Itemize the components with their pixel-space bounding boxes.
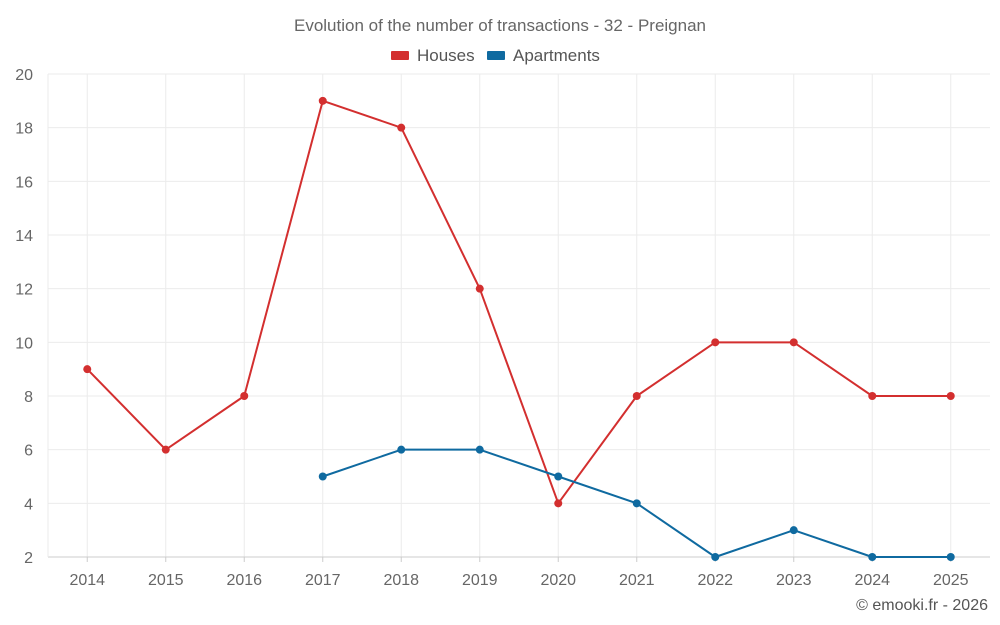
x-tick-label-2019: 2019 <box>462 572 498 589</box>
y-tick-label-16: 16 <box>15 174 33 191</box>
data-point-houses-2025[interactable] <box>946 392 955 400</box>
grid <box>48 73 990 557</box>
credit-text: © emooki.fr - 2026 <box>856 597 988 614</box>
x-tick-label-2025: 2025 <box>933 572 969 589</box>
data-point-apartments-2024[interactable] <box>868 553 877 561</box>
y-tick-label-12: 12 <box>15 282 33 299</box>
axes: 2 4 6 8 10 12 14 16 18 20 2014 2015 2016 2017 2018 2019… <box>15 67 990 589</box>
legend-item-houses[interactable]: Houses <box>391 46 475 65</box>
data-point-apartments-2020[interactable] <box>554 472 563 481</box>
series <box>83 96 955 561</box>
data-point-apartments-2018[interactable] <box>397 445 406 454</box>
data-point-apartments-2019[interactable] <box>475 445 484 454</box>
data-point-houses-2023[interactable] <box>789 338 798 347</box>
data-point-houses-2021[interactable] <box>632 392 641 400</box>
y-tick-label-10: 10 <box>15 335 33 352</box>
data-point-houses-2016[interactable] <box>240 392 249 400</box>
chart-title: Evolution of the number of transactions … <box>294 16 706 35</box>
y-tick-label-20: 20 <box>15 67 33 84</box>
x-tick-label-2014: 2014 <box>69 572 105 589</box>
data-point-houses-2020[interactable] <box>554 499 563 508</box>
data-point-houses-2024[interactable] <box>868 392 877 400</box>
x-tick-label-2021: 2021 <box>619 572 655 589</box>
legend-swatch-apartments <box>487 51 505 60</box>
x-tick-label-2022: 2022 <box>697 572 733 589</box>
x-tick-label-2020: 2020 <box>540 572 576 589</box>
data-point-apartments-2025[interactable] <box>946 553 955 561</box>
y-tick-label-14: 14 <box>15 228 33 245</box>
data-point-apartments-2023[interactable] <box>789 526 798 535</box>
data-point-houses-2019[interactable] <box>475 284 484 293</box>
legend-label-houses: Houses <box>417 46 475 65</box>
y-tick-label-4: 4 <box>24 496 33 513</box>
data-point-apartments-2021[interactable] <box>632 499 641 508</box>
data-point-houses-2017[interactable] <box>318 96 327 105</box>
x-tick-label-2024: 2024 <box>854 572 890 589</box>
legend-item-apartments[interactable]: Apartments <box>487 46 600 65</box>
x-tick-label-2023: 2023 <box>776 572 812 589</box>
y-tick-label-6: 6 <box>24 443 33 460</box>
data-point-houses-2018[interactable] <box>397 123 406 132</box>
x-tick-label-2015: 2015 <box>148 572 184 589</box>
data-point-apartments-2017[interactable] <box>318 472 327 481</box>
x-tick-label-2018: 2018 <box>383 572 419 589</box>
x-tick-label-2016: 2016 <box>226 572 262 589</box>
data-point-houses-2014[interactable] <box>83 365 92 374</box>
y-tick-label-18: 18 <box>15 121 33 138</box>
series-apartments <box>318 445 955 561</box>
legend: Houses Apartments <box>391 46 600 65</box>
data-point-houses-2015[interactable] <box>161 445 170 454</box>
data-point-houses-2022[interactable] <box>711 338 720 347</box>
legend-swatch-houses <box>391 51 409 60</box>
x-tick-label-2017: 2017 <box>305 572 341 589</box>
series-line-houses <box>86 99 951 505</box>
series-houses <box>83 96 955 508</box>
legend-label-apartments: Apartments <box>513 46 600 65</box>
y-tick-label-8: 8 <box>24 389 33 406</box>
data-point-apartments-2022[interactable] <box>711 553 720 561</box>
y-tick-label-2: 2 <box>24 550 33 567</box>
